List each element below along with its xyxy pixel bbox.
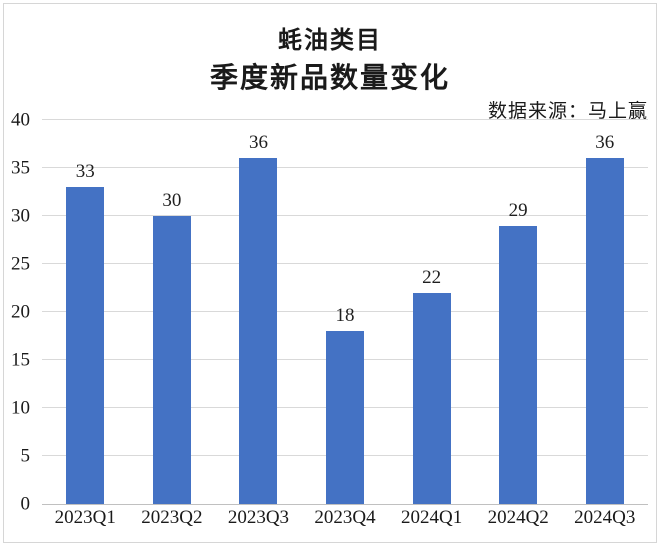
x-axis-category-label: 2023Q4 [314,507,376,528]
x-axis-category-labels: 2023Q1 2023Q2 2023Q3 2023Q4 2024Q1 2024Q2 2024… [42,507,648,529]
bar [499,225,538,504]
bar [239,158,278,504]
x-axis-category-label: 2023Q2 [141,507,203,528]
y-axis-tick-label: 35 [11,157,30,179]
y-axis-tick-label: 10 [11,397,30,419]
gridline [42,167,648,168]
data-source-note: 数据来源：马上赢 [487,101,648,122]
chart-title: 蚝油类目 [278,28,382,54]
bar-value-label: 33 [75,161,95,183]
y-axis-tick-label: 15 [11,349,30,371]
y-axis-tick-label: 20 [11,301,30,323]
bar-column: 36 [215,120,302,504]
y-axis-tick-label: 0 [20,493,31,515]
y-axis-tick-label: 5 [20,445,31,467]
gridline [42,263,648,264]
y-axis-tick-label: 40 [11,109,30,131]
bar [66,187,105,504]
bar-value-label: 22 [422,266,442,288]
bar-value-label: 18 [335,305,355,327]
chart-subtitle: 季度新品数量变化 [209,63,450,94]
bar-column: 36 [561,120,648,504]
gridline [42,311,648,312]
y-axis-tick-label: 30 [11,205,30,227]
bar-value-label: 29 [508,199,528,221]
y-axis-tick-label: 25 [11,253,30,275]
bar-column: 30 [129,120,216,504]
x-axis-category-label: 2024Q2 [487,507,549,528]
x-axis-category-label: 2024Q3 [574,507,636,528]
bar-value-label: 36 [248,132,268,154]
gridline [42,119,648,120]
bars-container: 33 30 36 18 22 29 36 [42,120,648,504]
bar [152,216,191,504]
bar-column: 22 [388,120,475,504]
bar-column: 29 [475,120,562,504]
bar [412,292,451,504]
x-axis-category-label: 2023Q3 [227,507,290,528]
gridline [42,215,648,216]
bar-value-label: 30 [162,190,182,211]
bar [585,158,624,504]
bar-column: 18 [302,120,389,504]
x-axis-category-label: 2023Q1 [54,507,116,528]
x-axis-category-label: 2024Q1 [400,507,463,528]
bar-chart-plot-area: 0 5 10 15 20 25 30 35 40 33 30 36 18 22 29 36 [11,111,648,514]
bar-column: 33 [42,120,129,504]
bar [325,331,365,504]
bar-value-label: 36 [595,132,615,154]
